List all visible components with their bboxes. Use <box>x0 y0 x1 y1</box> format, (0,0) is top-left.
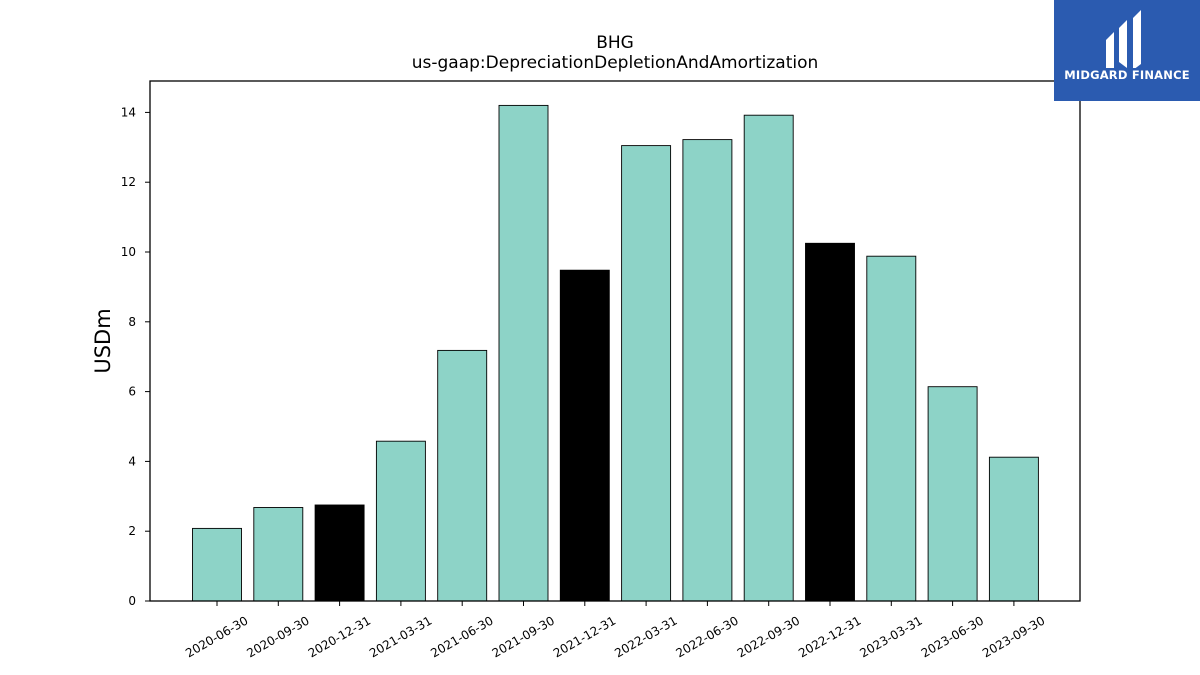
x-tick-label: 2023-06-30 <box>919 613 986 660</box>
x-tick-label: 2023-03-31 <box>857 613 924 660</box>
bar-2021-12-31 <box>559 269 610 602</box>
bar-2022-03-31 <box>621 145 672 602</box>
x-tick-label: 2020-12-31 <box>306 613 373 660</box>
bar-2020-09-30 <box>253 507 304 602</box>
y-axis-label: USDm <box>91 308 115 373</box>
chart-subtitle: us-gaap:DepreciationDepletionAndAmortiza… <box>412 53 819 73</box>
y-tick-label: 2 <box>128 524 136 538</box>
bars-group <box>192 104 1039 602</box>
y-tick-label: 0 <box>128 594 136 608</box>
bar-2020-12-31 <box>314 504 365 602</box>
y-tick-label: 6 <box>128 385 136 399</box>
y-tick-label: 8 <box>128 315 136 329</box>
x-tick-label: 2022-03-31 <box>612 613 679 660</box>
bar-2023-09-30 <box>988 456 1039 602</box>
x-tick-label: 2021-12-31 <box>551 613 618 660</box>
x-tick-label: 2022-09-30 <box>735 613 802 660</box>
x-tick-label: 2020-06-30 <box>183 613 250 660</box>
midgard-logo-icon <box>1106 10 1141 68</box>
bar-2022-09-30 <box>743 114 794 602</box>
bar-2022-06-30 <box>682 139 733 602</box>
bar-2022-12-31 <box>805 242 855 602</box>
chart-title: BHG <box>596 33 634 53</box>
x-tick-label: 2021-06-30 <box>428 613 495 660</box>
x-tick-label: 2021-03-31 <box>367 613 434 660</box>
x-tick-label: 2023-09-30 <box>980 613 1047 660</box>
x-axis: 2020-06-302020-09-302020-12-312021-03-31… <box>183 601 1047 660</box>
y-tick-label: 12 <box>121 175 136 189</box>
y-axis: 0 2 4 6 8 10 12 14 <box>121 105 150 608</box>
bar-2021-06-30 <box>437 349 488 602</box>
x-tick-label: 2022-06-30 <box>673 613 740 660</box>
bar-2021-03-31 <box>375 440 426 602</box>
x-tick-label: 2022-12-31 <box>796 613 863 660</box>
logo-text: MIDGARD FINANCE <box>1064 68 1190 82</box>
plot-frame <box>149 80 1081 602</box>
bar-2023-03-31 <box>866 255 917 602</box>
midgard-finance-logo: MIDGARD FINANCE <box>1054 0 1200 101</box>
bar-2020-06-30 <box>192 527 242 602</box>
x-tick-label: 2020-09-30 <box>244 613 311 660</box>
y-tick-label: 4 <box>128 454 136 468</box>
y-tick-label: 14 <box>121 105 136 119</box>
bar-2023-06-30 <box>927 386 978 602</box>
bar-2021-09-30 <box>498 104 549 602</box>
x-tick-label: 2021-09-30 <box>490 613 557 660</box>
y-tick-label: 10 <box>121 245 136 259</box>
